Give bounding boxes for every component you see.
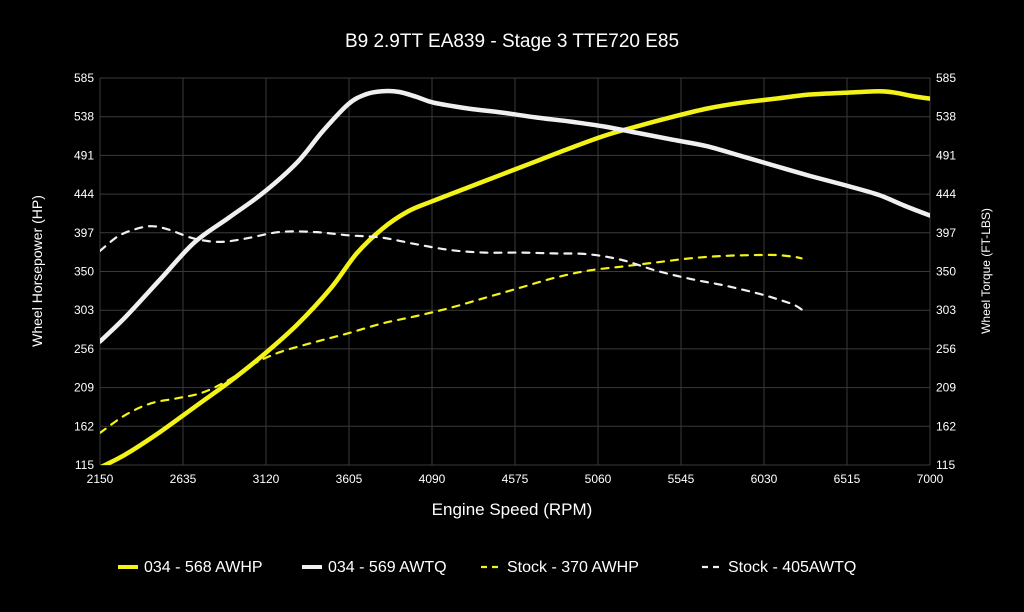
right-y-tick-labels: 115 162 209 256 303 350 397 444 491 538 585 [936,71,956,472]
right-y-tick-label: 162 [936,419,956,433]
chart-title: B9 2.9TT EA839 - Stage 3 TTE720 E85 [345,31,679,52]
x-tick-label: 5060 [585,472,612,486]
x-tick-label: 6030 [751,472,778,486]
left-y-tick-label: 491 [74,148,94,162]
x-tick-label: 2150 [87,472,114,486]
x-tick-label: 7000 [917,472,944,486]
legend-label: 034 - 569 AWTQ [328,559,447,576]
left-y-tick-label: 538 [74,110,94,124]
right-y-tick-label: 397 [936,226,956,240]
x-axis-label: Engine Speed (RPM) [432,500,593,519]
right-y-tick-label: 256 [936,342,956,356]
left-y-tick-label: 209 [74,381,94,395]
x-tick-label: 3605 [336,472,363,486]
right-y-tick-label: 209 [936,381,956,395]
right-y-tick-label: 303 [936,303,956,317]
x-tick-label: 3120 [253,472,280,486]
left-y-tick-label: 256 [74,342,94,356]
left-y-tick-label: 162 [74,419,94,433]
grid-lines [99,77,931,466]
left-y-tick-label: 115 [75,458,94,472]
left-y-tick-label: 303 [74,303,94,317]
x-tick-label: 2635 [170,472,197,486]
right-y-tick-label: 115 [936,458,955,472]
right-y-tick-label: 350 [936,265,956,279]
left-y-tick-label: 444 [74,187,94,201]
series-lines [100,88,930,465]
series-line-2 [100,88,930,344]
legend-label: Stock - 370 AWHP [507,559,639,576]
legend-label: Stock - 405AWTQ [728,559,856,576]
x-tick-label: 4575 [502,472,529,486]
left-y-tick-label: 397 [74,226,94,240]
series-line-4 [100,225,803,311]
legend: 034 - 568 AWHP 034 - 569 AWTQ Stock - 370 … [118,559,856,576]
right-y-tick-label: 444 [936,187,956,201]
x-tick-label: 4090 [419,472,446,486]
left-y-tick-label: 585 [74,71,94,85]
series-line-3 [100,253,803,434]
left-y-tick-labels: 115 162 209 256 303 350 397 444 491 538 585 [74,71,94,472]
left-y-tick-label: 350 [74,265,94,279]
right-y-tick-label: 585 [936,71,956,85]
right-y-tick-label: 538 [936,110,956,124]
x-tick-labels: 2150 2635 3120 3605 4090 4575 5060 5545 6030 6515… [87,472,944,486]
right-y-tick-label: 491 [936,148,956,162]
left-y-axis-label: Wheel Horsepower (HP) [29,195,45,347]
right-y-axis-label: Wheel Torque (FT-LBS) [979,208,993,334]
x-tick-label: 5545 [668,472,695,486]
x-tick-label: 6515 [834,472,861,486]
legend-label: 034 - 568 AWHP [144,559,263,576]
